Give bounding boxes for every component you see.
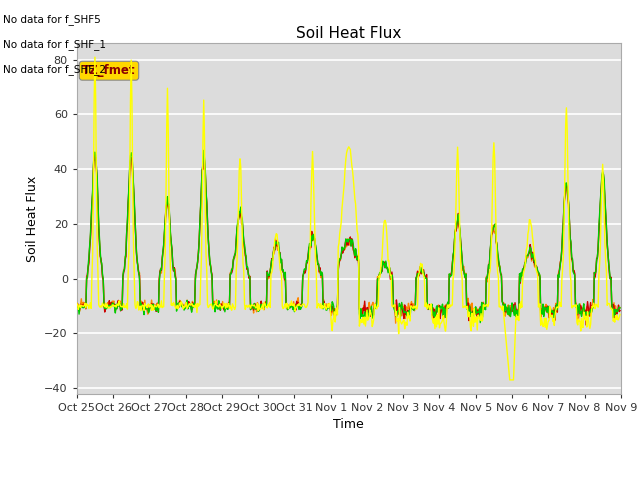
Text: No data for f_SHF_2: No data for f_SHF_2 bbox=[3, 64, 106, 75]
Title: Soil Heat Flux: Soil Heat Flux bbox=[296, 25, 401, 41]
Text: No data for f_SHF_1: No data for f_SHF_1 bbox=[3, 39, 106, 50]
Y-axis label: Soil Heat Flux: Soil Heat Flux bbox=[26, 175, 38, 262]
Text: TZ_fmet: TZ_fmet bbox=[82, 64, 136, 77]
Legend: SHF1, SHF2, SHF3, SHF4: SHF1, SHF2, SHF3, SHF4 bbox=[174, 477, 524, 480]
Text: No data for f_SHF5: No data for f_SHF5 bbox=[3, 14, 101, 25]
X-axis label: Time: Time bbox=[333, 418, 364, 431]
